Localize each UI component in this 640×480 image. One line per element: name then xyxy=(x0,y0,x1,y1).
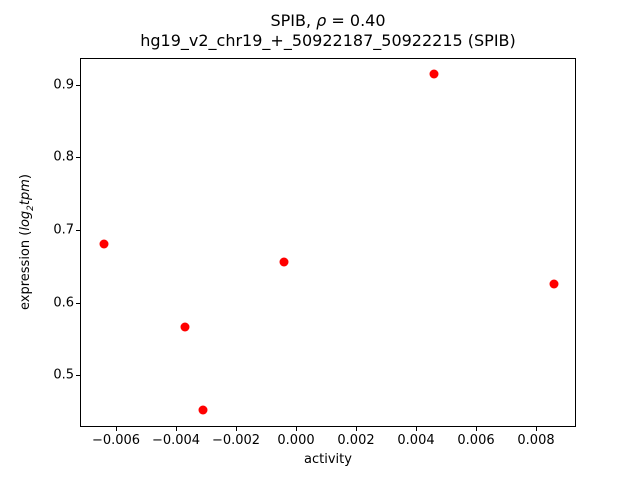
data-point xyxy=(549,279,559,289)
data-point xyxy=(279,257,289,267)
title-text-pre: SPIB, xyxy=(270,11,317,30)
chart-title-line1: SPIB, ρ = 0.40 xyxy=(80,11,576,31)
y-axis-label: expression (log2tpm) xyxy=(18,174,36,310)
data-point xyxy=(99,239,109,249)
x-tick-label: 0.004 xyxy=(397,433,435,448)
title-rho-symbol: ρ xyxy=(316,11,327,30)
x-tick-label: 0.000 xyxy=(277,433,315,448)
ylabel-text-post: ) xyxy=(18,174,34,180)
y-tick-label: 0.6 xyxy=(53,295,74,310)
y-tick-label: 0.8 xyxy=(53,149,74,165)
data-point xyxy=(198,405,208,415)
x-tick-mark xyxy=(236,427,237,431)
title-text-post: = 0.40 xyxy=(326,11,386,30)
x-tick-label: −0.002 xyxy=(211,433,261,448)
ylabel-log-subscript: 2 xyxy=(25,205,36,211)
chart-title: SPIB, ρ = 0.40 hg19_v2_chr19_+_50922187_… xyxy=(80,11,576,51)
y-tick-mark xyxy=(76,229,80,231)
y-tick-label: 0.9 xyxy=(53,77,74,93)
y-tick-mark xyxy=(76,84,80,86)
x-tick-label: 0.006 xyxy=(457,433,495,448)
x-tick-mark xyxy=(296,427,297,431)
x-tick-mark xyxy=(476,427,477,431)
x-tick-mark xyxy=(536,427,537,431)
x-tick-label: −0.004 xyxy=(151,433,201,448)
y-tick-mark xyxy=(76,375,80,376)
ylabel-log-word: log xyxy=(18,210,34,231)
x-tick-label: 0.002 xyxy=(337,433,375,448)
x-tick-mark xyxy=(116,427,117,431)
x-tick-mark xyxy=(356,427,357,431)
x-tick-label: 0.008 xyxy=(517,433,555,448)
plot-frame xyxy=(80,58,576,427)
plot-area: −0.006 −0.004 −0.002 0.000 0.002 0.004 0.006 0.… xyxy=(53,58,576,448)
y-tick-label: 0.7 xyxy=(53,222,74,238)
chart-title-line2: hg19_v2_chr19_+_50922187_50922215 (SPIB) xyxy=(140,31,516,50)
data-point xyxy=(429,69,439,79)
y-tick-mark xyxy=(76,157,80,159)
y-tick-label: 0.5 xyxy=(53,367,74,383)
y-tick-mark xyxy=(76,302,80,304)
ylabel-text-pre: expression ( xyxy=(18,230,34,310)
ylabel-tpm-word: tpm xyxy=(18,179,34,206)
x-tick-label: −0.006 xyxy=(91,433,141,448)
x-axis-label: activity xyxy=(304,452,352,467)
x-tick-mark xyxy=(416,427,417,431)
x-tick-mark xyxy=(176,427,177,431)
data-point xyxy=(180,322,190,332)
